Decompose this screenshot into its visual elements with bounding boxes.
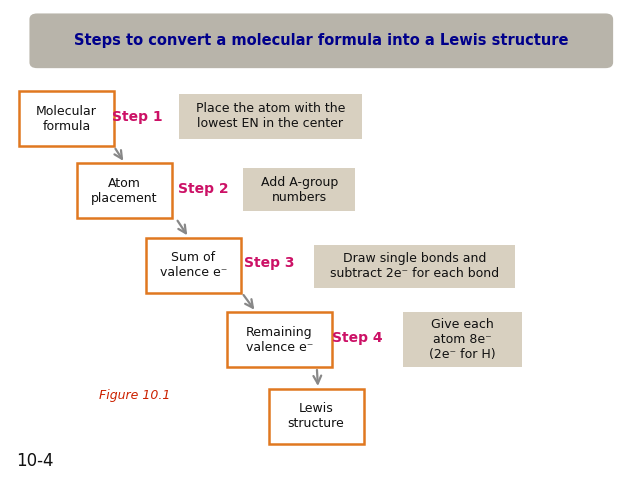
FancyBboxPatch shape xyxy=(269,389,364,444)
Text: Lewis
structure: Lewis structure xyxy=(288,402,344,431)
FancyBboxPatch shape xyxy=(227,312,332,367)
Text: Steps to convert a molecular formula into a Lewis structure: Steps to convert a molecular formula int… xyxy=(74,33,568,48)
FancyBboxPatch shape xyxy=(19,91,114,146)
FancyBboxPatch shape xyxy=(314,245,515,288)
Text: Atom
placement: Atom placement xyxy=(91,177,157,205)
Text: Step 2: Step 2 xyxy=(177,181,228,196)
FancyBboxPatch shape xyxy=(179,94,362,139)
Text: Remaining
valence e⁻: Remaining valence e⁻ xyxy=(246,325,313,354)
Text: Add A-group
numbers: Add A-group numbers xyxy=(260,176,338,204)
Text: Step 4: Step 4 xyxy=(332,331,383,346)
Text: Step 3: Step 3 xyxy=(244,256,294,270)
Text: Give each
atom 8e⁻
(2e⁻ for H): Give each atom 8e⁻ (2e⁻ for H) xyxy=(429,318,496,361)
Text: Figure 10.1: Figure 10.1 xyxy=(99,389,171,403)
Text: Step 1: Step 1 xyxy=(112,109,163,124)
Text: Sum of
valence e⁻: Sum of valence e⁻ xyxy=(159,251,227,279)
Text: Place the atom with the
lowest EN in the center: Place the atom with the lowest EN in the… xyxy=(196,102,345,131)
Text: Draw single bonds and
subtract 2e⁻ for each bond: Draw single bonds and subtract 2e⁻ for e… xyxy=(330,252,499,280)
Text: Molecular
formula: Molecular formula xyxy=(36,105,97,133)
FancyBboxPatch shape xyxy=(243,168,355,211)
FancyBboxPatch shape xyxy=(29,13,613,68)
FancyBboxPatch shape xyxy=(403,312,522,367)
Text: 10-4: 10-4 xyxy=(16,452,54,470)
FancyBboxPatch shape xyxy=(146,238,241,293)
FancyBboxPatch shape xyxy=(77,163,172,218)
